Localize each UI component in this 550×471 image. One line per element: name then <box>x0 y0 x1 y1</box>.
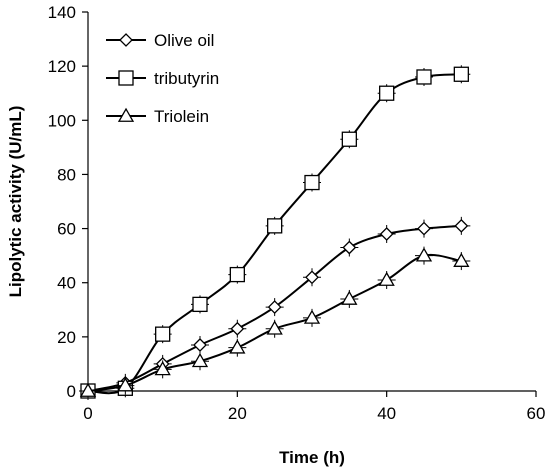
data-point-olive-oil <box>342 240 357 255</box>
axes: 0 20 40 60 80 100 120 140 0 20 40 60 <box>48 3 546 423</box>
legend-label-olive-oil: Olive oil <box>154 31 214 50</box>
series-layer <box>79 65 471 400</box>
legend-entry-tributyrin: tributyrin <box>106 69 219 88</box>
x-tick-label: 60 <box>527 404 546 423</box>
data-point-olive-oil <box>267 300 282 314</box>
legend-entry-olive-oil: Olive oil <box>106 31 214 50</box>
legend-marker-triolein <box>117 107 135 122</box>
data-point-tributyrin <box>341 131 357 147</box>
data-point-tributyrin <box>453 66 469 82</box>
data-point-triolein <box>341 290 358 305</box>
y-tick-label: 80 <box>57 165 76 184</box>
y-tick-label: 120 <box>48 57 76 76</box>
data-point-triolein <box>79 382 97 397</box>
data-point-olive-oil <box>417 221 431 236</box>
x-axis-title: Time (h) <box>279 448 345 467</box>
data-point-triolein <box>117 377 134 392</box>
y-tick-label: 60 <box>57 220 76 239</box>
y-tick-label: 40 <box>57 274 76 293</box>
x-tick-label: 40 <box>377 404 396 423</box>
data-point-tributyrin <box>155 326 171 342</box>
data-point-tributyrin <box>379 85 395 101</box>
data-point-tributyrin <box>192 296 208 313</box>
y-axis-title: Lipolytic activity (U/mL) <box>6 106 25 298</box>
data-point-triolein <box>191 352 209 368</box>
data-point-tributyrin <box>304 174 320 191</box>
y-tick-label: 140 <box>48 3 76 22</box>
data-point-triolein <box>303 309 321 324</box>
data-point-tributyrin <box>416 69 432 85</box>
legend-label-tributyrin: tributyrin <box>154 69 219 88</box>
data-point-olive-oil <box>230 321 245 336</box>
y-tick-label: 20 <box>57 328 76 347</box>
x-tick-label: 0 <box>83 404 92 423</box>
data-point-tributyrin <box>267 218 283 234</box>
y-tick-label: 100 <box>48 111 76 130</box>
data-point-triolein <box>378 271 395 286</box>
data-point-tributyrin <box>229 266 245 283</box>
data-point-triolein <box>266 320 283 335</box>
data-point-triolein <box>453 252 470 267</box>
data-point-triolein <box>154 361 171 376</box>
data-point-olive-oil <box>193 338 207 352</box>
data-point-olive-oil <box>305 270 319 285</box>
data-point-olive-oil <box>379 227 394 241</box>
y-tick-label: 0 <box>67 382 76 401</box>
x-tick-label: 20 <box>228 404 247 423</box>
data-point-triolein <box>229 339 246 354</box>
series-triolein <box>79 246 471 400</box>
data-point-olive-oil <box>454 218 469 233</box>
legend-marker-olive-oil <box>119 33 133 47</box>
legend-label-triolein: Triolein <box>154 107 209 126</box>
data-point-triolein <box>415 247 433 262</box>
legend: Olive oil tributyrin Triolein <box>106 31 219 126</box>
legend-marker-tributyrin <box>118 70 134 86</box>
legend-entry-triolein: Triolein <box>106 107 209 126</box>
